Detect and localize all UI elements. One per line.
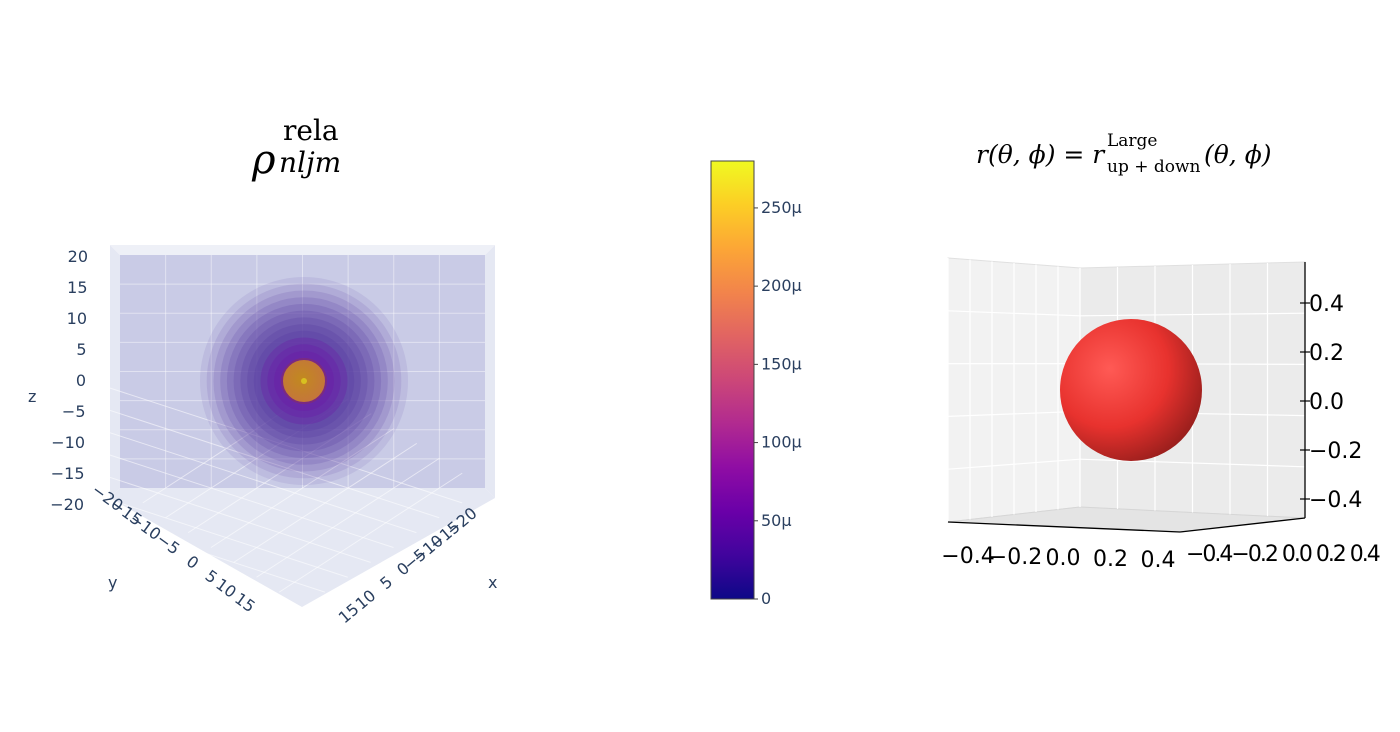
right-x-axis-line bbox=[947, 521, 1181, 533]
colorbar-tick-label: 250μ bbox=[761, 198, 802, 217]
left-y-tick-label: 0 bbox=[183, 552, 202, 573]
left-top-rim bbox=[110, 245, 495, 255]
left-panel: ρ rela nljm 20 15 10 5 0 −5 −10 −15 −20 z −20 −15… bbox=[0, 114, 497, 627]
left-z-tick-label: 0 bbox=[76, 371, 86, 390]
right-x-tick-label: −0.4 bbox=[941, 544, 994, 569]
left-z-axis-label: z bbox=[28, 387, 36, 406]
right-x-tick-label: 0.4 bbox=[1141, 548, 1176, 573]
left-back-wall-right bbox=[485, 245, 495, 498]
right-panel: r(θ, ϕ) = r Large up + down (θ, ϕ) 0.40.… bbox=[941, 131, 1381, 573]
left-title-base: ρ bbox=[251, 137, 276, 183]
right-y-axis-line bbox=[1179, 517, 1306, 533]
colorbar-tick-label: 50μ bbox=[761, 511, 792, 530]
left-floor-grid-a bbox=[278, 472, 463, 593]
left-z-tick-label: −5 bbox=[62, 402, 86, 421]
right-grid-back-h bbox=[1079, 312, 1306, 317]
colorbar-tick-label: 200μ bbox=[761, 276, 802, 295]
left-floor-grid-a bbox=[142, 383, 327, 504]
right-z-tick-label: 0.2 bbox=[1309, 341, 1344, 366]
right-title-lhs: r(θ, ϕ) = r bbox=[976, 140, 1106, 169]
right-grid-back-h bbox=[1079, 458, 1306, 468]
right-grid-left-h bbox=[947, 410, 1081, 417]
left-z-tick-label: −15 bbox=[51, 464, 85, 483]
right-grid-left-h bbox=[947, 458, 1081, 470]
left-floor-grid-b bbox=[0, 485, 326, 593]
colorbar-tick-label: 0 bbox=[761, 589, 771, 608]
right-y-ticks-overlapping: −0.4−0.2 0.0 0.2 0.4 bbox=[1186, 542, 1380, 567]
left-z-tick-label: −10 bbox=[51, 433, 85, 452]
left-back-wall-left bbox=[110, 245, 120, 498]
left-floor-grid-b bbox=[0, 463, 348, 578]
right-grid-left-h bbox=[947, 310, 1081, 317]
left-z-tick-label: 5 bbox=[76, 340, 86, 359]
left-title-sub: nljm bbox=[279, 146, 341, 179]
left-y-tick-label: 15 bbox=[231, 589, 259, 616]
right-title-sub: up + down bbox=[1107, 157, 1201, 177]
right-title-sup: Large bbox=[1107, 131, 1158, 151]
right-sphere-surface bbox=[1060, 319, 1202, 461]
left-z-tick-label: 10 bbox=[67, 309, 87, 328]
left-floor-grid-a bbox=[210, 428, 395, 548]
left-z-tick-label: −20 bbox=[50, 495, 84, 514]
right-x-tick-label: 0.2 bbox=[1093, 547, 1128, 572]
right-x-ticks: −0.4−0.2 0.0 0.2 0.4 bbox=[941, 544, 1175, 573]
right-z-tick-label: −0.4 bbox=[1309, 488, 1362, 513]
left-x-axis-label: x bbox=[488, 573, 497, 592]
right-title-rhs: (θ, ϕ) bbox=[1204, 140, 1272, 169]
colorbar: 0 50μ 100μ 150μ 200μ 250μ bbox=[710, 160, 802, 608]
colorbar-ticks: 0 50μ 100μ 150μ 200μ 250μ bbox=[754, 198, 802, 608]
left-z-tick-label: 20 bbox=[68, 247, 88, 266]
right-x-tick-label: 0.0 bbox=[1046, 546, 1081, 571]
right-x-tick-label: −0.2 bbox=[989, 545, 1042, 570]
left-z-ticks: 20 15 10 5 0 −5 −10 −15 −20 bbox=[50, 247, 88, 514]
right-z-tick-label: 0.0 bbox=[1309, 390, 1344, 415]
right-z-tick-label: 0.4 bbox=[1309, 292, 1344, 317]
colorbar-tick-label: 150μ bbox=[761, 354, 802, 373]
left-y-axis-label: y bbox=[108, 573, 117, 592]
left-z-tick-label: 15 bbox=[67, 278, 87, 297]
right-z-tick-label: −0.2 bbox=[1309, 439, 1362, 464]
colorbar-tick-label: 100μ bbox=[761, 433, 802, 452]
left-floor-grid-a bbox=[233, 442, 418, 563]
left-core-center bbox=[301, 378, 307, 384]
colorbar-gradient bbox=[710, 160, 755, 600]
left-title-sup: rela bbox=[283, 114, 339, 147]
right-z-ticks: 0.4 0.2 0.0 −0.2 −0.4 bbox=[1300, 292, 1362, 513]
